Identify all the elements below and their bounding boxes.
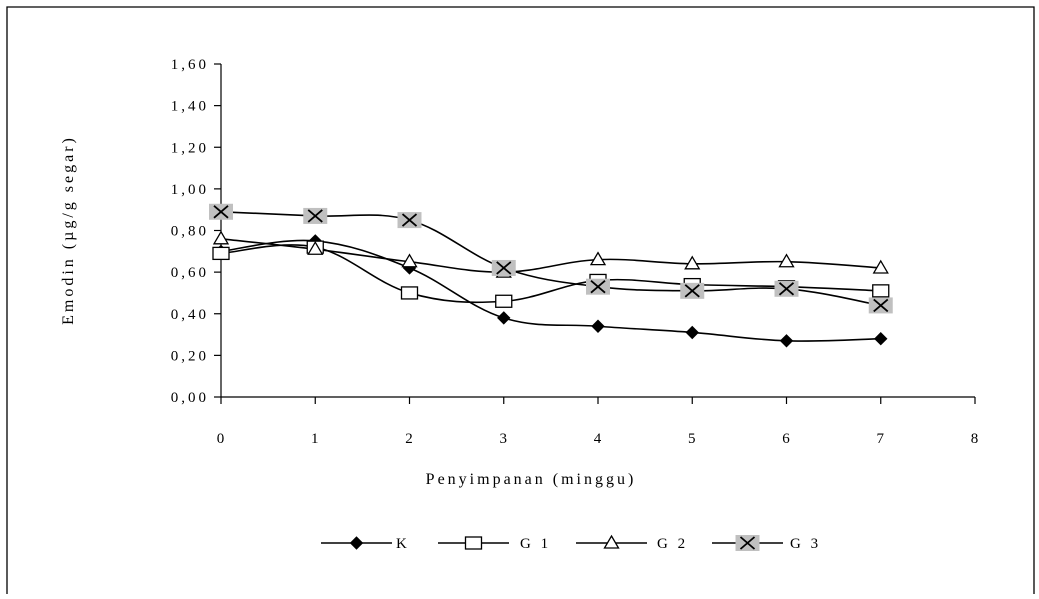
marker-cross [778,282,795,296]
series-line-k [220,239,881,342]
x-axis-title: Penyimpanan (minggu) [426,471,637,488]
legend-label: G 3 [790,536,821,552]
point-g1 [400,286,419,300]
point-g2 [872,259,889,274]
x-tick-label: 7 [877,431,888,447]
y-tick-label: 0,40 [171,307,209,323]
chart-border [6,6,1035,594]
point-g2 [212,230,230,245]
y-tick-label: 1,20 [171,140,209,156]
point-g2 [589,251,607,266]
legend-marker [603,534,620,549]
x-tick-label: 8 [971,431,982,447]
y-axis-title: Emodin (µg/g segar) [60,135,77,325]
point-k [685,325,699,340]
legend-marker [464,536,483,550]
y-tick-label: 0,80 [171,224,209,240]
point-g3 [868,297,893,314]
marker-cross [873,298,889,313]
y-tick-label: 0,20 [171,348,209,364]
series-layer [209,203,893,348]
y-tick-label: 0,60 [171,265,209,281]
legend-marker [349,536,364,550]
legend-marker [735,535,760,551]
legend: K G 1 G 2 G 3 [321,534,821,552]
legend-item-k: K [321,536,410,552]
point-g3 [680,282,705,299]
point-g1 [212,246,230,261]
x-tick-label: 6 [782,431,793,447]
point-g3 [303,207,328,224]
marker-cross [213,205,229,219]
point-g3 [397,212,422,229]
marker-cross [739,536,756,550]
point-g3 [586,278,610,295]
y-tick-label: 1,60 [171,57,209,73]
legend-item-g2: G 2 [576,534,688,552]
point-g3 [491,259,516,276]
point-g2 [778,253,795,268]
legend-label: K [396,536,410,552]
point-k [779,334,794,348]
axes: 0,00 0,20 0,40 0,60 0,80 1,00 1,20 1,40 1,60 0 1 2 3… [171,57,982,447]
point-g1 [495,294,513,308]
legend-label: G 2 [657,536,688,552]
y-tick-label: 1,00 [171,182,209,198]
x-tick-label: 1 [311,431,322,447]
x-tick-label: 4 [594,431,605,447]
x-tick-label: 2 [405,431,416,447]
point-k [497,311,511,325]
point-k [591,319,605,333]
series-line-g2 [220,238,881,273]
y-tick-label: 0,00 [171,390,209,406]
marker-cross [307,209,323,223]
legend-item-g1: G 1 [438,536,551,552]
point-g1 [872,284,890,298]
marker-cross [496,261,512,275]
legend-item-g3: G 3 [712,535,821,552]
marker-cross [401,213,418,227]
marker-cross [590,280,606,294]
point-g2 [684,255,701,270]
x-tick-label: 0 [217,431,228,447]
marker-cross [684,284,700,298]
point-g2 [401,253,418,268]
y-tick-label: 1,40 [171,99,209,115]
point-g3 [209,203,233,220]
point-g3 [774,280,799,297]
point-g2 [307,240,324,255]
x-tick-label: 5 [688,431,699,447]
legend-label: G 1 [520,536,551,552]
x-tick-label: 3 [500,431,511,447]
point-k [874,332,888,346]
